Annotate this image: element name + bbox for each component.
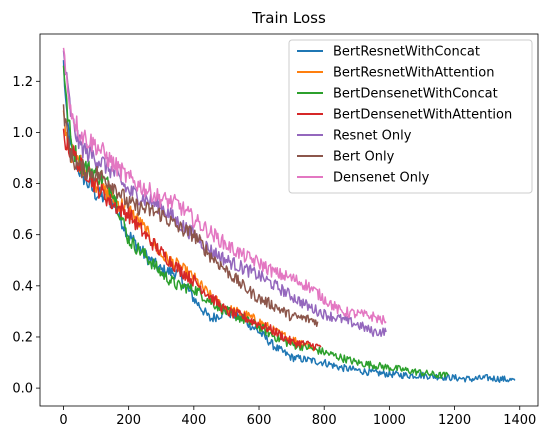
legend-label: Densenet Only <box>333 171 430 186</box>
y-axis: 0.0 0.2 0.4 0.6 0.8 1.0 1.2 <box>12 75 40 397</box>
legend-label: Resnet Only <box>333 129 412 144</box>
x-tick-label: 400 <box>181 413 206 428</box>
y-tick-label: 1.0 <box>12 126 33 141</box>
series-line-bertresnetwithconcat <box>62 60 516 383</box>
plot-frame <box>39 33 539 407</box>
series-line-bertdensenetwithattention <box>62 128 322 351</box>
x-tick-label: 0 <box>59 413 67 428</box>
y-tick-label: 0.8 <box>12 177 33 192</box>
legend-label: Bert Only <box>333 150 395 165</box>
series-line-densenet-only <box>62 47 387 325</box>
x-axis: 0 200 400 600 800 1000 1200 1400 <box>59 406 536 428</box>
chart-title: Train Loss <box>251 9 326 27</box>
series-layer <box>62 47 516 383</box>
legend-box <box>288 39 533 194</box>
x-tick-label: 600 <box>247 413 272 428</box>
legend-label: BertResnetWithAttention <box>333 66 494 81</box>
x-tick-label: 800 <box>312 413 337 428</box>
y-tick-label: 1.2 <box>12 75 33 90</box>
legend: BertResnetWithConcat BertResnetWithAttent… <box>288 39 533 194</box>
series-line-resnet-only <box>62 50 387 338</box>
x-tick-label: 1000 <box>373 413 406 428</box>
series-line-bert-only <box>62 104 319 328</box>
y-tick-label: 0.0 <box>12 382 33 397</box>
x-tick-label: 1400 <box>503 413 536 428</box>
y-tick-label: 0.4 <box>12 279 33 294</box>
y-tick-label: 0.2 <box>12 330 33 345</box>
x-tick-label: 1200 <box>438 413 471 428</box>
y-tick-label: 0.6 <box>12 228 33 243</box>
legend-label: BertDensenetWithAttention <box>333 108 512 123</box>
legend-label: BertDensenetWithConcat <box>333 87 498 102</box>
x-tick-label: 200 <box>116 413 141 428</box>
legend-label: BertResnetWithConcat <box>333 45 480 60</box>
